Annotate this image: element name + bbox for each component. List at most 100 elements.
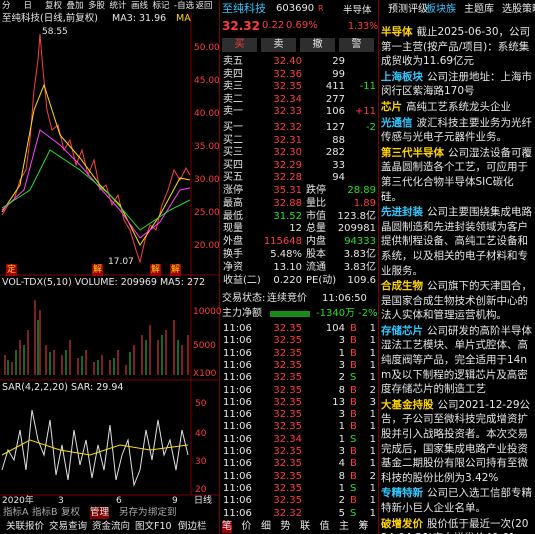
tick-time: 11:06 [223, 409, 252, 421]
info-tab[interactable]: 板块族 [426, 4, 456, 15]
tick-price: 32.35 [273, 482, 302, 494]
book-volume: 277 [325, 93, 345, 105]
volume-title: VOL-TDX(5,10) VOLUME: 209969 MA5: 272 [2, 277, 206, 288]
tick-price: 32.35 [273, 372, 302, 384]
toolbar-button[interactable]: 统计 [109, 1, 127, 11]
tick-side: B [350, 446, 357, 457]
status-value: 连续竞价 [267, 293, 307, 304]
concept-tag: 芯片 [381, 100, 402, 113]
chart-area [0, 12, 219, 505]
stat-label: 净资 [223, 261, 243, 273]
tick-time: 11:06 [223, 470, 252, 482]
ma-label: MA [176, 13, 191, 24]
bottom-tab[interactable]: 图文F10 [135, 521, 172, 532]
bottom-tab[interactable]: 资金流向 [92, 521, 131, 532]
tick-count: 3 [369, 396, 376, 408]
bottom-tab[interactable]: 倒边栏 [178, 521, 207, 532]
tick-count: 1 [369, 372, 376, 384]
chart-tab[interactable]: 管理 [90, 507, 110, 519]
book-volume: 99 [332, 68, 345, 80]
info-tab[interactable]: 选股策略 [502, 4, 535, 15]
toolbar-button[interactable]: -自选 [174, 1, 195, 11]
bottom-tab[interactable]: 关联报价 [6, 521, 45, 532]
concept-text: 公司已入选工信部专精特新小巨人企业名单。 [381, 487, 532, 514]
detail-tab[interactable]: 联 [300, 521, 310, 532]
detail-tab[interactable]: 筹 [358, 521, 369, 532]
info-tab[interactable]: 预测评级 [388, 4, 428, 15]
trade-button[interactable]: 卖 [261, 38, 296, 52]
chart-tab[interactable]: 复权 [61, 507, 81, 518]
stat-value: 28.89 [347, 185, 376, 196]
toolbar-button[interactable]: 分 [2, 1, 11, 11]
toolbar-button[interactable]: 画线 [131, 1, 149, 11]
tick-volume: 3 [338, 335, 345, 347]
stat-label: 现量 [223, 223, 243, 235]
tick-volume: 3 [338, 409, 345, 421]
tick-price: 32.35 [273, 335, 302, 347]
stat-label: 量比 [306, 197, 326, 209]
book-volume: 282 [325, 147, 345, 159]
sar-title: SAR(4,2,2,20) SAR: 29.94 [2, 382, 124, 393]
detail-tab[interactable]: 细 [261, 521, 271, 532]
tick-side: B [350, 409, 357, 421]
trade-button[interactable]: 撤 [300, 38, 335, 52]
tick-volume: 1 [338, 347, 345, 359]
tick-side: B [350, 384, 357, 396]
tick-volume: 104 [325, 323, 345, 334]
book-price: 32.35 [273, 81, 302, 93]
stat-label: PE(动) [306, 274, 337, 286]
toolbar-button[interactable]: 标记 [152, 1, 170, 11]
tick-side: B [350, 359, 357, 371]
tick-count: 1 [369, 507, 376, 519]
toolbar-button[interactable]: 日 [23, 1, 33, 11]
tick-side: B [350, 470, 357, 482]
stat-value: 31.52 [273, 210, 302, 222]
tick-time: 11:06 [223, 433, 252, 445]
stat-value: 109.6 [347, 274, 376, 286]
chart-tab[interactable]: 指标A [3, 507, 29, 518]
trade-button[interactable]: 买 [222, 38, 257, 52]
last-price: 32.32 [222, 19, 260, 33]
concept-text: 公司注册地址：上海市闵行区紫海路170号 [381, 70, 532, 98]
stat-label: 流通 [306, 261, 326, 273]
chart-tab[interactable]: 绑定到 [148, 507, 177, 518]
stat-label: 涨停 [223, 185, 243, 196]
concept-tag: 大基金持股 [381, 398, 434, 411]
detail-tab[interactable]: 主 [339, 521, 349, 532]
info-tab[interactable]: 主题库 [464, 4, 494, 15]
status-time: 11:06:50 [322, 293, 367, 304]
chart-tab[interactable]: 另存为 [119, 507, 148, 518]
tick-volume: 1 [338, 433, 345, 445]
concept-item: 半导体 截止2025-06-30，公司第一主营(按产品/项目)：系统集成贸收为11… [381, 25, 533, 69]
tick-count: 1 [369, 458, 376, 470]
concept-item: 芯片 高纯工艺系统龙头企业 [381, 100, 533, 115]
stat-label: 跌停 [306, 185, 326, 196]
book-volume: 127 [325, 122, 345, 133]
concept-text: 截止2025-06-30，公司第一主营(按产品/项目)：系统集成贸收为11.69… [381, 26, 531, 68]
stat-label: 总量 [306, 223, 326, 235]
tick-price: 32.34 [273, 433, 302, 445]
chart-tab[interactable]: 指标B [32, 507, 58, 518]
sar-tick: 40 [195, 429, 207, 439]
ma-line [1, 83, 191, 246]
toolbar-button[interactable]: 叠加 [66, 1, 84, 11]
price-change: 0.22 [262, 20, 285, 31]
detail-tab[interactable]: 笔 [222, 521, 232, 533]
book-label: 买三 [223, 147, 243, 159]
detail-tab[interactable]: 值 [319, 521, 330, 532]
concept-item: 存储芯片 公司研发的高阶半导体湿法工艺模块、单片式腔体、高纯度阀等产品，完全适用于… [381, 324, 533, 397]
toolbar-button[interactable]: 复权 [45, 1, 63, 11]
toolbar-button[interactable]: 多股 [88, 1, 106, 11]
stock-code: 603690 [276, 3, 315, 14]
book-label: 卖五 [223, 56, 243, 67]
toolbar-button[interactable]: 返回 [195, 1, 213, 11]
price-line [1, 33, 191, 264]
concept-item: 先进封装 公司主要围绕集成电路晶圆制造和先进封装领域为客户提供制程设备、高纯工艺设… [381, 205, 533, 278]
tick-volume: 2 [338, 372, 345, 384]
detail-tab[interactable]: 势 [280, 521, 291, 532]
stat-label: 外盘 [223, 236, 243, 248]
bottom-tab[interactable]: 交易查询 [49, 521, 88, 532]
trade-button[interactable]: 警 [339, 38, 374, 52]
x-label: 2020年 [2, 496, 34, 506]
detail-tab[interactable]: 价 [241, 521, 252, 532]
